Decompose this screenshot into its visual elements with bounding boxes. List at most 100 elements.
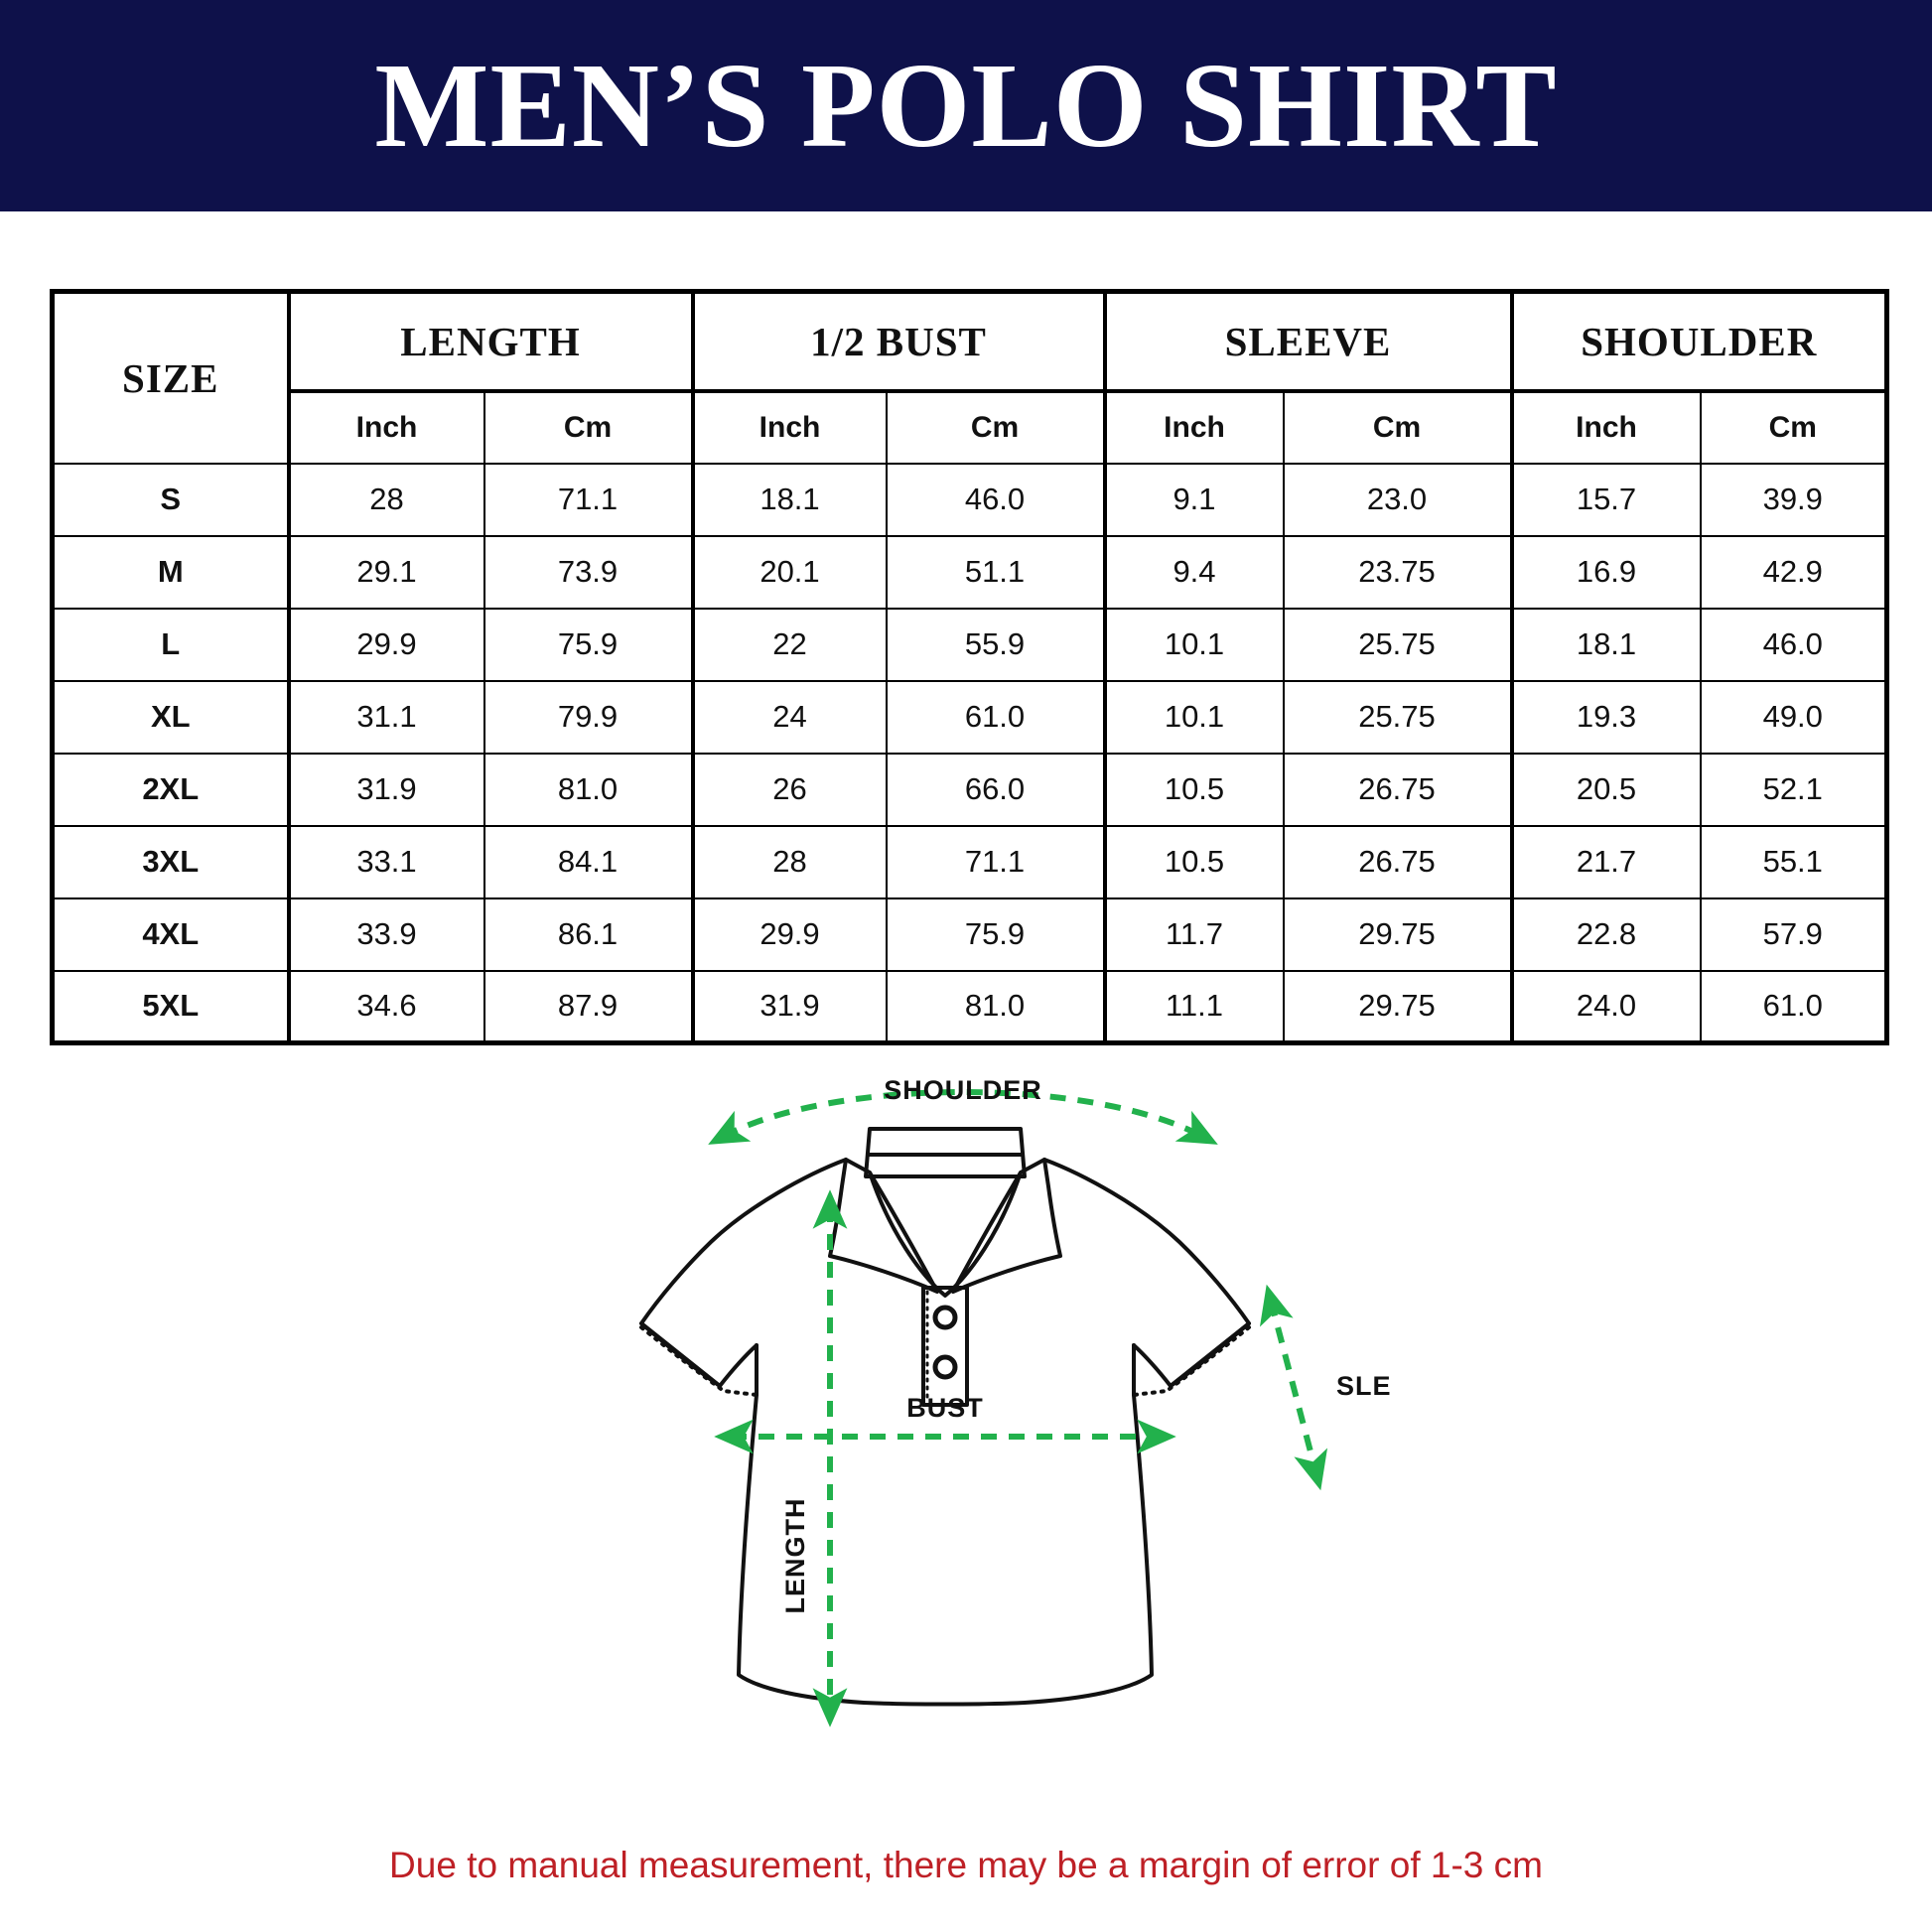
cell-length-inch: 29.1 (286, 534, 485, 610)
cell-sleeve-cm: 26.75 (1282, 824, 1513, 899)
cell-shoulder-cm: 46.0 (1699, 607, 1888, 682)
cell-length-cm: 73.9 (483, 534, 694, 610)
table-head: SIZE LENGTH 1/2 BUST SLEEVE SHOULDER Inc… (51, 290, 1888, 465)
cell-bust-inch: 31.9 (690, 969, 888, 1044)
cell-sleeve-inch: 10.5 (1102, 824, 1285, 899)
cell-length-cm: 79.9 (483, 679, 694, 755)
cell-shoulder-cm: 39.9 (1699, 462, 1888, 537)
cell-shoulder-cm: 52.1 (1699, 752, 1888, 827)
table-row: L 29.9 75.9 22 55.9 10.1 25.75 18.1 46.0 (51, 607, 1888, 682)
cell-bust-cm: 55.9 (885, 607, 1106, 682)
column-group-shoulder: SHOULDER (1509, 290, 1888, 393)
table-body: S 28 71.1 18.1 46.0 9.1 23.0 15.7 39.9 M… (51, 462, 1888, 1044)
unit-sleeve-cm: Cm (1282, 389, 1513, 465)
cell-bust-inch: 22 (690, 607, 888, 682)
cell-shoulder-cm: 55.1 (1699, 824, 1888, 899)
cell-bust-cm: 66.0 (885, 752, 1106, 827)
table-row: 5XL 34.6 87.9 31.9 81.0 11.1 29.75 24.0 … (51, 969, 1888, 1044)
unit-length-inch: Inch (286, 389, 485, 465)
cell-sleeve-cm: 23.75 (1282, 534, 1513, 610)
cell-shoulder-inch: 24.0 (1509, 969, 1702, 1044)
column-group-length: LENGTH (286, 290, 694, 393)
cell-length-cm: 86.1 (483, 897, 694, 972)
sleeve-label: SLEEVE (1336, 1371, 1390, 1401)
cell-length-inch: 33.1 (286, 824, 485, 899)
unit-shoulder-inch: Inch (1509, 389, 1702, 465)
cell-bust-cm: 51.1 (885, 534, 1106, 610)
cell-sleeve-inch: 11.1 (1102, 969, 1285, 1044)
cell-size: 2XL (51, 752, 290, 827)
cell-size: L (51, 607, 290, 682)
cell-bust-cm: 75.9 (885, 897, 1106, 972)
cell-shoulder-inch: 21.7 (1509, 824, 1702, 899)
cell-shoulder-inch: 18.1 (1509, 607, 1702, 682)
table-row: S 28 71.1 18.1 46.0 9.1 23.0 15.7 39.9 (51, 462, 1888, 537)
cell-sleeve-inch: 9.4 (1102, 534, 1285, 610)
cell-bust-inch: 18.1 (690, 462, 888, 537)
cell-shoulder-inch: 16.9 (1509, 534, 1702, 610)
page-title: MEN’S POLO SHIRT (374, 38, 1558, 173)
cell-bust-inch: 28 (690, 824, 888, 899)
cell-bust-inch: 20.1 (690, 534, 888, 610)
cell-sleeve-cm: 25.75 (1282, 679, 1513, 755)
cell-shoulder-inch: 20.5 (1509, 752, 1702, 827)
cell-bust-inch: 24 (690, 679, 888, 755)
cell-length-inch: 28 (286, 462, 485, 537)
measurement-disclaimer: Due to manual measurement, there may be … (389, 1845, 1543, 1885)
cell-sleeve-cm: 29.75 (1282, 897, 1513, 972)
group-header-row: SIZE LENGTH 1/2 BUST SLEEVE SHOULDER (51, 290, 1888, 465)
shoulder-measure-arrow (708, 1089, 1218, 1145)
cell-shoulder-cm: 42.9 (1699, 534, 1888, 610)
cell-sleeve-cm: 25.75 (1282, 607, 1513, 682)
cell-bust-cm: 81.0 (885, 969, 1106, 1044)
cell-bust-cm: 46.0 (885, 462, 1106, 537)
cell-length-cm: 75.9 (483, 607, 694, 682)
cell-size: 5XL (51, 969, 290, 1044)
cell-length-inch: 31.1 (286, 679, 485, 755)
cell-sleeve-inch: 11.7 (1102, 897, 1285, 972)
cell-sleeve-inch: 10.1 (1102, 607, 1285, 682)
cell-bust-inch: 29.9 (690, 897, 888, 972)
table-row: 4XL 33.9 86.1 29.9 75.9 11.7 29.75 22.8 … (51, 897, 1888, 972)
cell-shoulder-inch: 22.8 (1509, 897, 1702, 972)
cell-shoulder-inch: 19.3 (1509, 679, 1702, 755)
cell-bust-cm: 71.1 (885, 824, 1106, 899)
cell-bust-cm: 61.0 (885, 679, 1106, 755)
column-group-sleeve: SLEEVE (1102, 290, 1513, 393)
size-table: SIZE LENGTH 1/2 BUST SLEEVE SHOULDER Inc… (50, 289, 1890, 1045)
measurement-diagram: SHOULDER SLEEVE BUST LENGTH (536, 1067, 1390, 1822)
cell-sleeve-cm: 26.75 (1282, 752, 1513, 827)
cell-length-inch: 34.6 (286, 969, 485, 1044)
cell-size: S (51, 462, 290, 537)
header-banner: MEN’S POLO SHIRT (0, 0, 1932, 211)
cell-sleeve-cm: 29.75 (1282, 969, 1513, 1044)
unit-sleeve-inch: Inch (1102, 389, 1285, 465)
bust-label: BUST (906, 1393, 984, 1423)
cell-size: XL (51, 679, 290, 755)
cell-length-cm: 87.9 (483, 969, 694, 1044)
cell-sleeve-inch: 9.1 (1102, 462, 1285, 537)
cell-sleeve-inch: 10.1 (1102, 679, 1285, 755)
cell-shoulder-cm: 49.0 (1699, 679, 1888, 755)
cell-sleeve-cm: 23.0 (1282, 462, 1513, 537)
cell-sleeve-inch: 10.5 (1102, 752, 1285, 827)
size-table-container: SIZE LENGTH 1/2 BUST SLEEVE SHOULDER Inc… (50, 289, 1890, 1045)
cell-length-cm: 81.0 (483, 752, 694, 827)
polo-shirt-outline (639, 1127, 1251, 1707)
column-group-half-bust: 1/2 BUST (690, 290, 1106, 393)
cell-shoulder-cm: 57.9 (1699, 897, 1888, 972)
cell-bust-inch: 26 (690, 752, 888, 827)
table-row: M 29.1 73.9 20.1 51.1 9.4 23.75 16.9 42.… (51, 534, 1888, 610)
column-group-size: SIZE (51, 290, 290, 465)
sleeve-measure-arrow (1259, 1284, 1328, 1491)
table-row: XL 31.1 79.9 24 61.0 10.1 25.75 19.3 49.… (51, 679, 1888, 755)
shoulder-label: SHOULDER (884, 1075, 1042, 1105)
cell-size: 3XL (51, 824, 290, 899)
cell-length-cm: 71.1 (483, 462, 694, 537)
cell-length-cm: 84.1 (483, 824, 694, 899)
unit-bust-cm: Cm (885, 389, 1106, 465)
cell-length-inch: 29.9 (286, 607, 485, 682)
unit-bust-inch: Inch (690, 389, 888, 465)
cell-size: 4XL (51, 897, 290, 972)
